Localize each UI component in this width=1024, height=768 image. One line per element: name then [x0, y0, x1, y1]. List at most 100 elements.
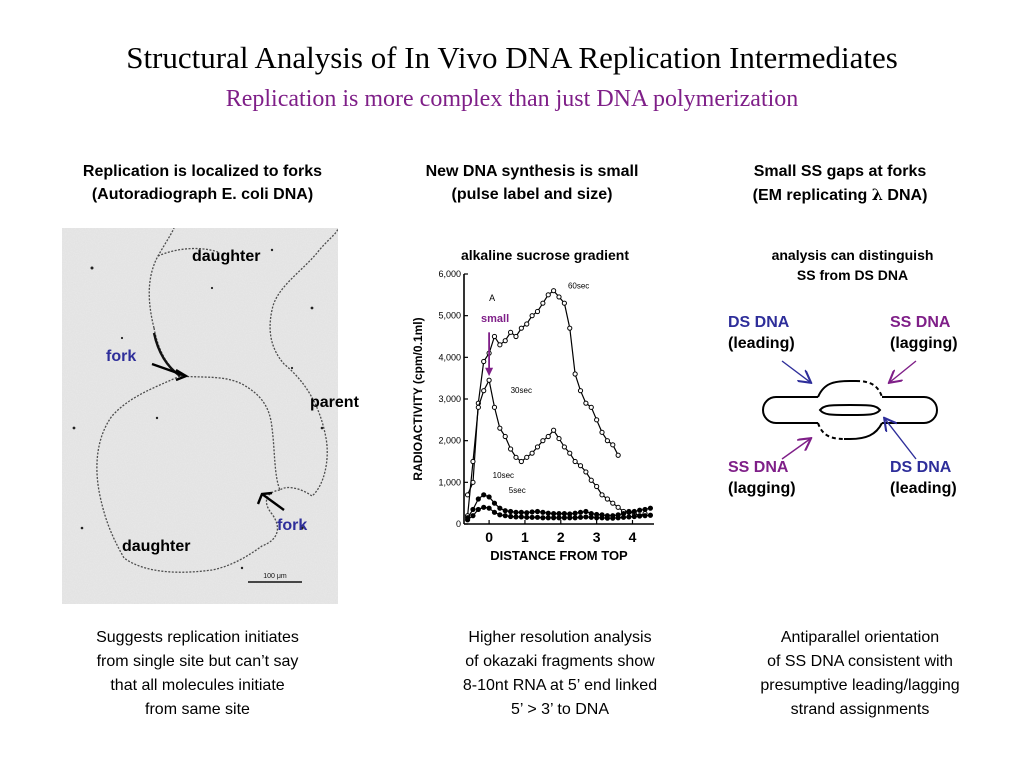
- data-point-30sec: [551, 427, 557, 433]
- chart-title: alkaline sucrose gradient: [460, 247, 630, 263]
- data-point-5sec: [470, 513, 476, 519]
- right-heading-line1: Small SS gaps at forks: [753, 163, 927, 180]
- data-point-60sec: [545, 292, 551, 298]
- data-point-10sec: [508, 508, 514, 515]
- data-point-30sec: [545, 433, 551, 440]
- data-point-5sec: [561, 515, 567, 521]
- data-point-10sec: [534, 508, 541, 515]
- x-tick-label: 2: [557, 529, 565, 545]
- data-point-30sec: [599, 492, 605, 498]
- middle-caption-line: of okazaki fragments show: [465, 653, 655, 670]
- data-point-60sec: [540, 300, 546, 306]
- arrow-ds-bottom: [885, 419, 917, 460]
- arrow-ds-top: [781, 360, 810, 382]
- right-caption-line: of SS DNA consistent with: [767, 653, 953, 670]
- left-heading-line1: Replication is localized to forks: [82, 163, 323, 180]
- series-line-30sec: [467, 378, 646, 517]
- fork-bottom-label: fork: [277, 517, 308, 534]
- data-point-60sec: [615, 452, 621, 458]
- data-point-5sec: [647, 512, 654, 518]
- arrow-ss-bottom: [781, 439, 810, 460]
- data-point-10sec: [577, 509, 584, 515]
- replication-bubble-diagram: [762, 360, 938, 460]
- data-point-30sec: [540, 438, 546, 444]
- y-tick-label: 5,000: [438, 311, 461, 321]
- data-point-5sec: [637, 513, 643, 519]
- data-point-60sec: [556, 294, 562, 300]
- left-caption-line: from single site but can’t say: [96, 653, 299, 670]
- y-tick-label: 3,000: [438, 394, 461, 404]
- autoradiograph-image: 100 μm: [62, 228, 338, 604]
- data-point-30sec: [502, 433, 508, 440]
- data-point-10sec: [475, 496, 481, 502]
- data-point-30sec: [577, 463, 584, 469]
- data-point-30sec: [497, 425, 503, 431]
- data-point-10sec: [470, 506, 476, 513]
- left-heading-line2: (Autoradiograph E. coli DNA): [91, 186, 314, 203]
- ds-dna-top-sub: (leading): [728, 335, 795, 352]
- data-point-60sec: [577, 388, 584, 394]
- data-point-10sec: [626, 509, 632, 515]
- data-point-60sec: [610, 442, 616, 448]
- data-point-5sec: [572, 515, 578, 521]
- scale-bar: 100 μm: [248, 573, 302, 583]
- data-point-60sec: [491, 333, 498, 340]
- data-point-30sec: [610, 500, 616, 506]
- data-point-5sec: [481, 504, 487, 510]
- right-heading-line2: (EM replicating λ DNA): [700, 183, 980, 207]
- data-point-30sec: [615, 504, 621, 510]
- fork-top-label: fork: [106, 348, 137, 365]
- data-point-5sec: [610, 515, 616, 521]
- fork-arrowhead-top: [175, 368, 189, 382]
- middle-caption-line: 5’ > 3’ to DNA: [511, 701, 609, 718]
- data-point-60sec: [529, 313, 535, 319]
- data-point-10sec: [556, 510, 562, 517]
- data-point-10sec: [637, 507, 643, 513]
- data-point-60sec: [572, 371, 578, 377]
- ss-dna-top-sub: (lagging): [890, 335, 958, 352]
- fork-arrow-top: [151, 362, 187, 378]
- data-point-5sec: [620, 514, 627, 520]
- data-point-5sec: [583, 514, 589, 520]
- data-point-5sec: [486, 505, 492, 511]
- left-caption-line: Suggests replication initiates: [96, 629, 299, 646]
- data-point-10sec: [529, 509, 535, 515]
- ss-dna-bottom-label: SS DNA: [728, 459, 789, 476]
- y-tick-label: 4,000: [438, 352, 461, 362]
- middle-caption: Higher resolution analysis of okazaki fr…: [420, 626, 700, 722]
- small-arrowhead: [485, 367, 494, 377]
- right-caption-line: Antiparallel orientation: [780, 629, 940, 646]
- data-point-60sec: [502, 338, 508, 344]
- data-point-5sec: [604, 515, 610, 521]
- data-point-30sec: [594, 483, 600, 490]
- inner-bubble: [818, 404, 882, 416]
- scale-label: 100 μm: [263, 573, 287, 580]
- ss-dna-top-label: SS DNA: [890, 314, 951, 331]
- data-point-10sec: [551, 510, 557, 517]
- data-point-5sec: [599, 515, 605, 521]
- middle-heading-line2: (pulse label and size): [451, 186, 613, 203]
- right-heading: Small SS gaps at forks (EM replicating λ…: [700, 160, 980, 207]
- y-tick-label: 1,000: [438, 477, 461, 487]
- data-point-5sec: [524, 514, 530, 520]
- right-heading-line2-pre: (EM replicating: [752, 187, 872, 204]
- data-point-5sec: [508, 513, 514, 520]
- data-point-5sec: [529, 514, 535, 520]
- data-point-5sec: [588, 514, 594, 520]
- data-point-5sec: [475, 506, 481, 513]
- data-point-60sec: [583, 400, 589, 406]
- x-tick-label: 1: [521, 529, 529, 545]
- y-tick-label: 6,000: [438, 269, 461, 279]
- data-point-60sec: [518, 325, 524, 331]
- right-caption-line: strand assignments: [790, 701, 930, 718]
- data-point-10sec: [561, 510, 567, 517]
- data-point-30sec: [470, 458, 476, 465]
- data-point-5sec: [551, 515, 557, 521]
- data-point-30sec: [475, 404, 481, 410]
- y-tick-label: 2,000: [438, 436, 461, 446]
- data-point-10sec: [572, 510, 578, 516]
- parent-label: parent: [310, 394, 359, 411]
- middle-caption-line: 8-10nt RNA at 5’ end linked: [462, 677, 658, 694]
- data-point-60sec: [534, 308, 541, 315]
